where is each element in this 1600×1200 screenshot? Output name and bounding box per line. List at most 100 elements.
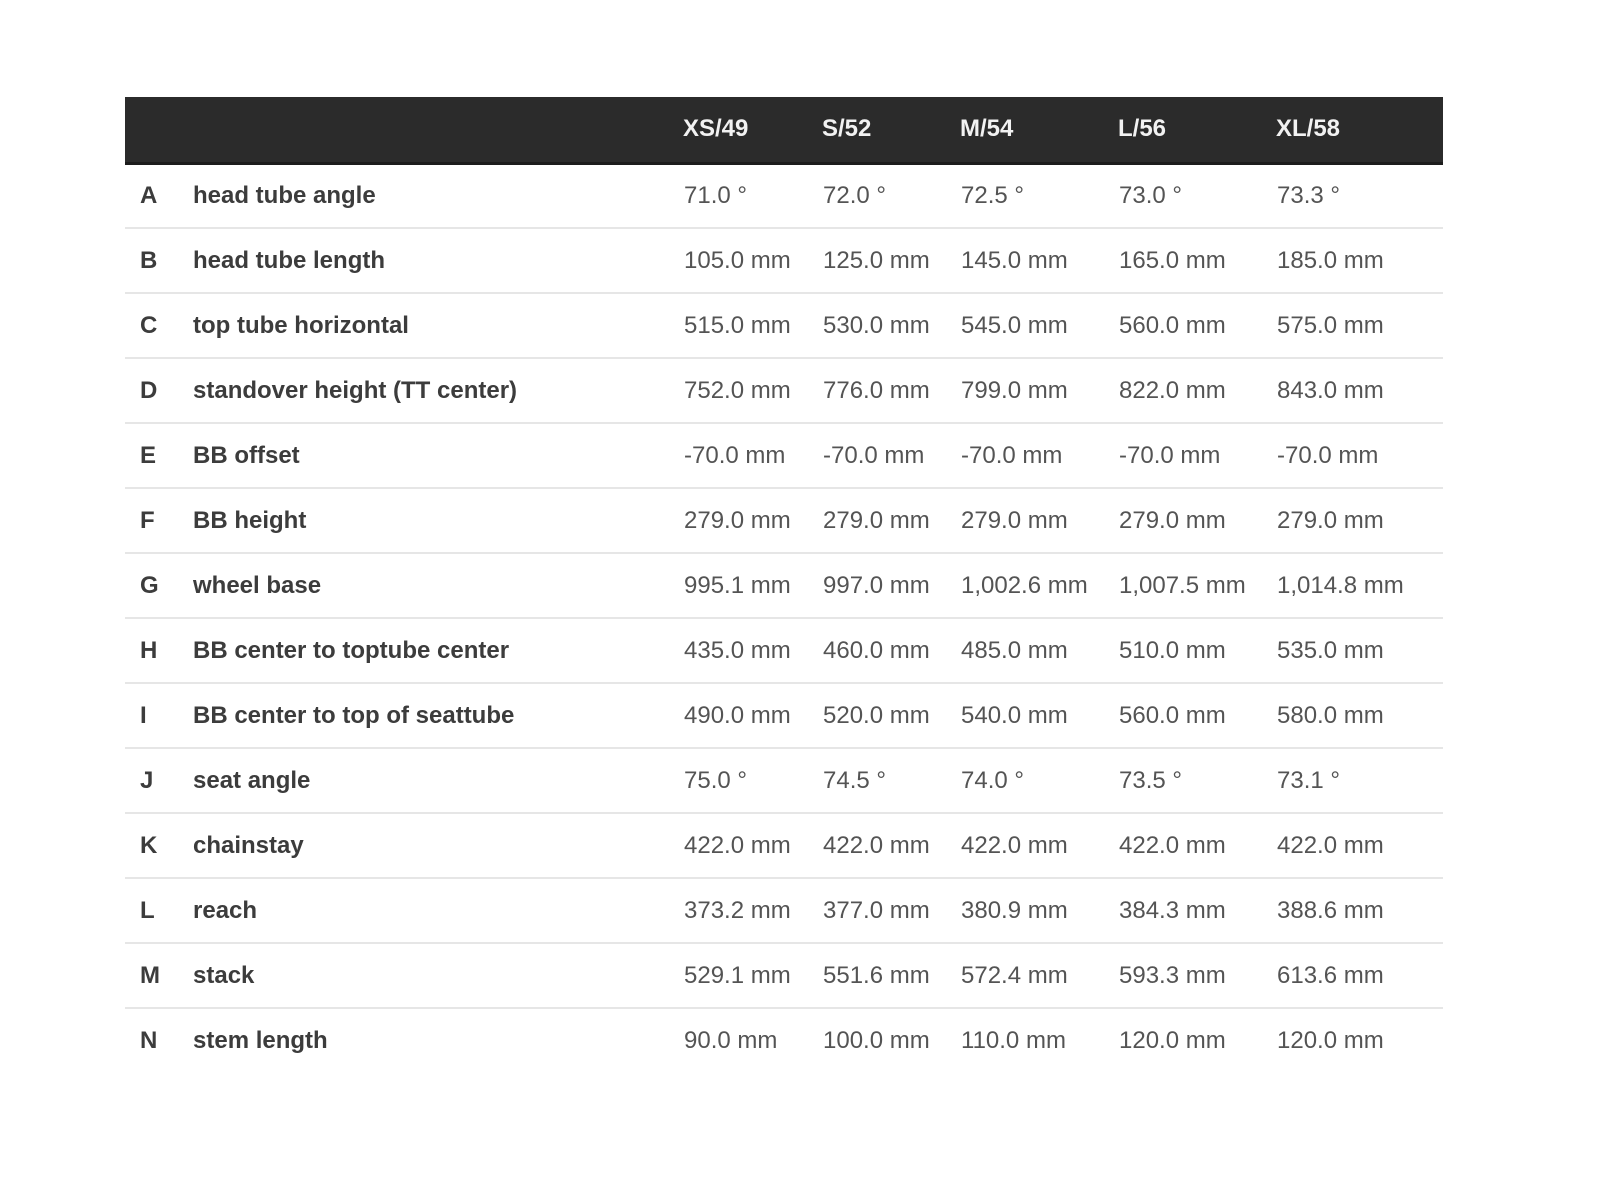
geometry-value: 422.0 mm [823,831,930,859]
size-column-header: XS/49 [683,97,822,165]
geometry-value: 515.0 mm [684,311,791,339]
geometry-value: -70.0 mm [1119,441,1221,469]
geometry-value: 373.2 mm [684,896,791,924]
row-label: head tube length [193,246,385,274]
geometry-value: 822.0 mm [1119,376,1226,404]
table-row: I BB center to top of seattube 490.0 mm 5… [125,683,1443,748]
row-label: BB center to toptube center [193,636,510,664]
table-row: L reach 373.2 mm 377.0 mm 380.9 mm 384.3 mm… [125,878,1443,943]
geometry-value: 560.0 mm [1119,311,1226,339]
row-label: stem length [193,1027,328,1054]
row-label: standover height (TT center) [193,376,518,404]
geometry-value: 145.0 mm [961,246,1068,274]
geometry-value: 74.5 ° [823,766,886,794]
table-row: J seat angle 75.0 ° 74.5 ° 74.0 ° 73.5 ° 73.… [125,748,1443,813]
geometry-value: 1,014.8 mm [1277,571,1404,599]
geometry-value: 380.9 mm [961,896,1068,924]
row-letter: E [140,441,157,469]
geometry-value: 279.0 mm [1119,506,1226,534]
geometry-value: -70.0 mm [684,441,786,469]
geometry-value: 422.0 mm [1119,831,1226,859]
row-letter: I [140,701,147,729]
row-letter: C [140,311,158,339]
geometry-value: 73.1 ° [1277,766,1340,794]
geometry-value: 776.0 mm [823,376,930,404]
table-row: A head tube angle 71.0 ° 72.0 ° 72.5 ° 73.0… [125,163,1443,228]
geometry-value: 73.3 ° [1277,181,1340,209]
geometry-value: 120.0 mm [1119,1027,1226,1054]
row-letter: K [140,831,158,859]
geometry-value: 100.0 mm [823,1027,930,1054]
geometry-value: 530.0 mm [823,311,930,339]
table-row: F BB height 279.0 mm 279.0 mm 279.0 mm 279.… [125,488,1443,553]
row-label: stack [193,961,255,989]
geometry-value: 125.0 mm [823,246,930,274]
geometry-value: 279.0 mm [684,506,791,534]
size-column-header: L/56 [1118,97,1276,165]
table-row: D standover height (TT center) 752.0 mm 7… [125,358,1443,423]
row-letter: M [140,961,160,989]
geometry-value: 279.0 mm [1277,506,1384,534]
geometry-value: 105.0 mm [684,246,791,274]
table-row: M stack 529.1 mm 551.6 mm 572.4 mm 593.3 mm… [125,943,1443,1008]
size-column-header: XL/58 [1276,97,1443,165]
geometry-value: 593.3 mm [1119,961,1226,989]
geometry-table-container: XS/49 S/52 M/54 L/56 XL/58 A head tube angle… [125,97,1443,1073]
row-letter: J [140,766,154,794]
geometry-value: 551.6 mm [823,961,930,989]
geometry-value: 752.0 mm [684,376,791,404]
geometry-value: 73.5 ° [1119,766,1182,794]
geometry-value: 279.0 mm [823,506,930,534]
table-row: N stem length 90.0 mm 100.0 mm 110.0 mm 120… [125,1008,1443,1073]
table-row: C top tube horizontal 515.0 mm 530.0 mm 54… [125,293,1443,358]
row-letter: G [140,571,159,599]
geometry-value: 73.0 ° [1119,181,1182,209]
row-label: reach [193,896,258,924]
size-header-row: XS/49 S/52 M/54 L/56 XL/58 [125,97,1443,165]
geometry-value: 185.0 mm [1277,246,1384,274]
row-letter: D [140,376,158,404]
table-row: B head tube length 105.0 mm 125.0 mm 145.0… [125,228,1443,293]
geometry-value: -70.0 mm [1277,441,1379,469]
geometry-value: 490.0 mm [684,701,791,729]
geometry-value: 110.0 mm [961,1027,1066,1054]
header-spacer [125,97,683,165]
geometry-value: 580.0 mm [1277,701,1384,729]
geometry-value: 460.0 mm [823,636,930,664]
geometry-value: 435.0 mm [684,636,791,664]
size-column-header: M/54 [960,97,1118,165]
row-letter: B [140,246,158,274]
geometry-value: 540.0 mm [961,701,1068,729]
row-label: head tube angle [193,181,376,209]
size-column-header: S/52 [822,97,960,165]
geometry-value: 613.6 mm [1277,961,1384,989]
row-letter: F [140,506,155,534]
geometry-value: 165.0 mm [1119,246,1226,274]
geometry-value: 72.0 ° [823,181,886,209]
geometry-value: 535.0 mm [1277,636,1384,664]
row-label: seat angle [193,766,311,794]
geometry-value: 572.4 mm [961,961,1068,989]
table-row: E BB offset -70.0 mm -70.0 mm -70.0 mm -70.… [125,423,1443,488]
geometry-value: 1,007.5 mm [1119,571,1246,599]
row-letter: N [140,1027,158,1054]
geometry-value: 995.1 mm [684,571,791,599]
table-row: H BB center to toptube center 435.0 mm 46… [125,618,1443,683]
geometry-value: 485.0 mm [961,636,1068,664]
table-row: G wheel base 995.1 mm 997.0 mm 1,002.6 mm 1… [125,553,1443,618]
geometry-value: 545.0 mm [961,311,1068,339]
geometry-value: 997.0 mm [823,571,930,599]
geometry-value: 843.0 mm [1277,376,1384,404]
table-row: K chainstay 422.0 mm 422.0 mm 422.0 mm 422.… [125,813,1443,878]
geometry-value: 799.0 mm [961,376,1068,404]
geometry-value: 1,002.6 mm [961,571,1088,599]
geometry-value: 575.0 mm [1277,311,1384,339]
geometry-table: XS/49 S/52 M/54 L/56 XL/58 A head tube angle… [125,97,1443,1073]
geometry-value: 510.0 mm [1119,636,1226,664]
geometry-value: -70.0 mm [961,441,1063,469]
geometry-value: 75.0 ° [684,766,747,794]
geometry-value: 422.0 mm [684,831,791,859]
geometry-value: 384.3 mm [1119,896,1226,924]
geometry-value: 74.0 ° [961,766,1024,794]
